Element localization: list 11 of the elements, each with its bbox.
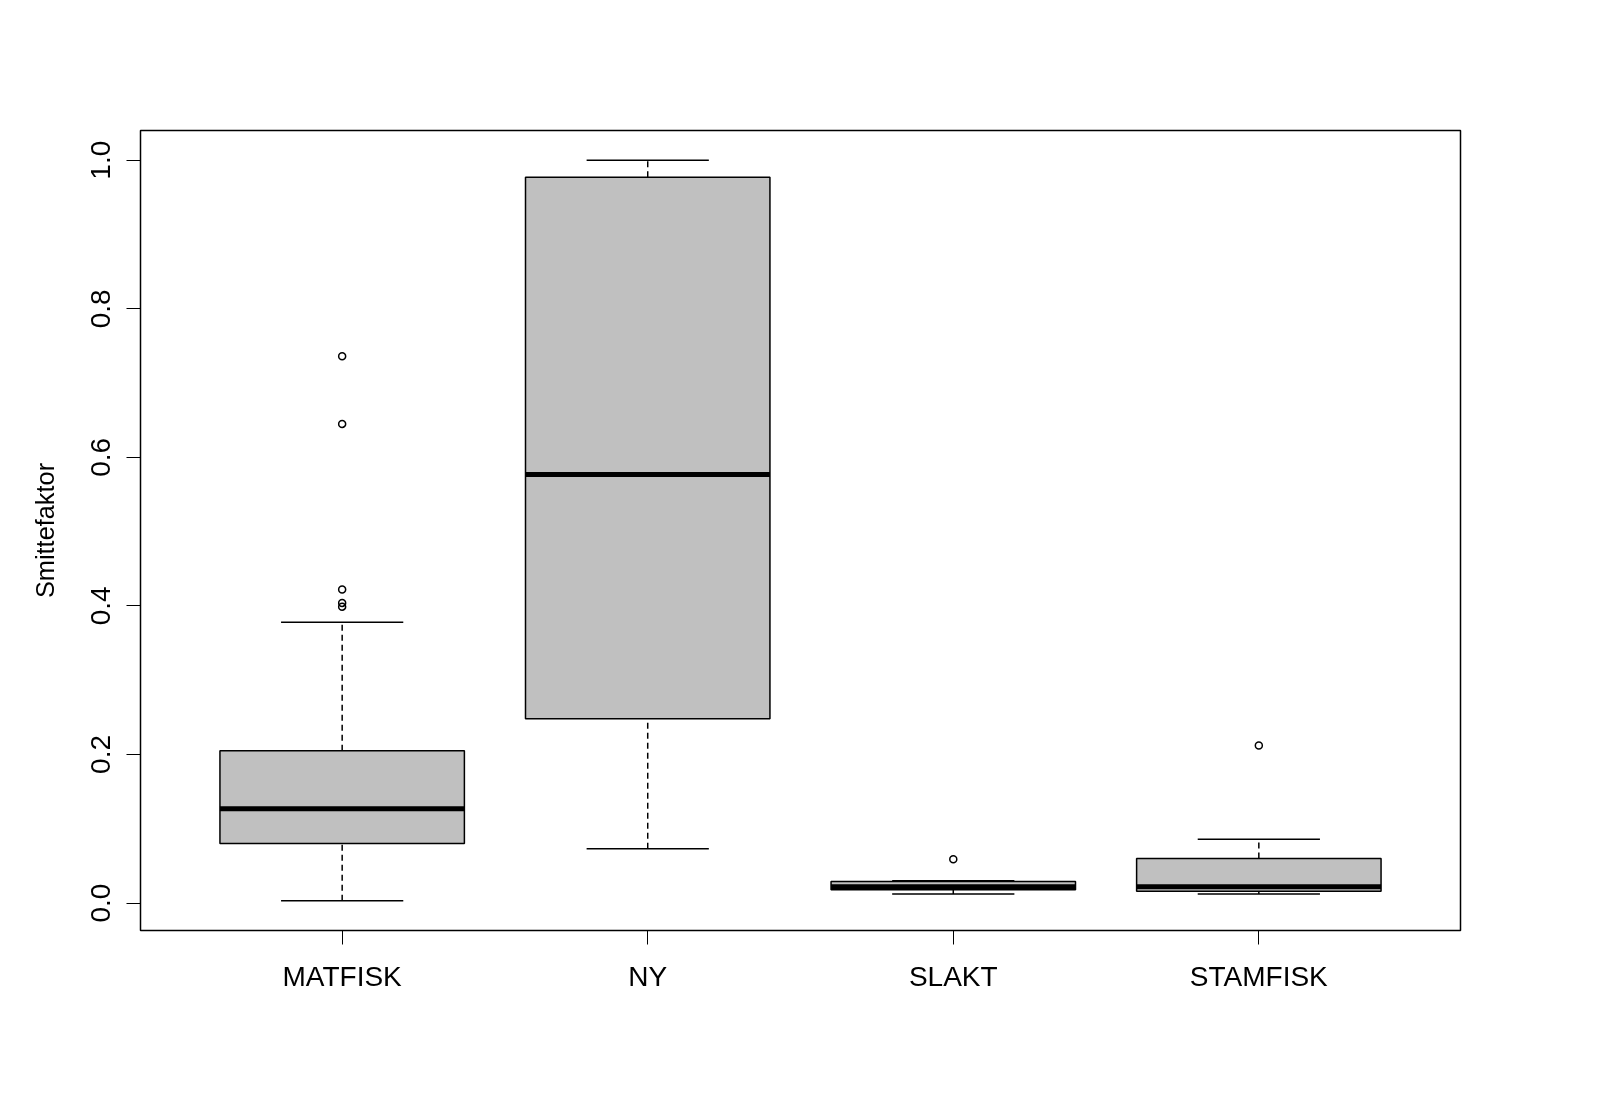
y-axis-title: Smittefaktor <box>30 462 59 599</box>
y-tick-label: 0.2 <box>85 734 117 774</box>
y-tick-label: 0.6 <box>85 437 117 477</box>
x-tick-label: NY <box>628 960 668 992</box>
x-tick-label: MATFISK <box>282 960 403 992</box>
y-tick-label: 0.4 <box>85 586 117 626</box>
x-tick-label: STAMFISK <box>1189 960 1329 992</box>
y-tick-label: 0.0 <box>85 883 117 923</box>
y-tick-label: 0.8 <box>85 289 117 329</box>
y-tick-label: 1.0 <box>85 140 117 180</box>
x-tick-label: SLAKT <box>908 960 998 992</box>
